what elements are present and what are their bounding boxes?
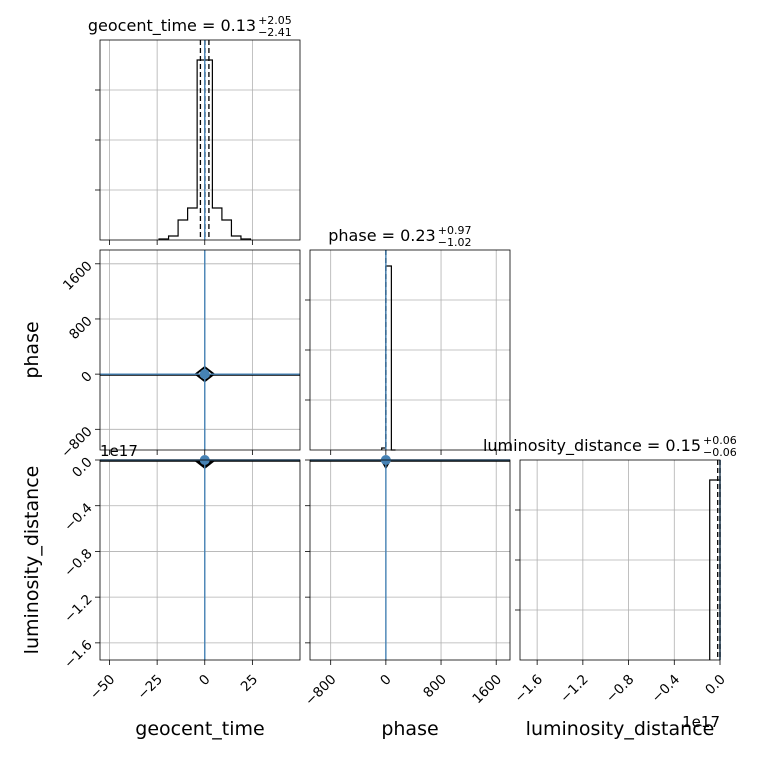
panel-phase-vs-phase — [305, 249, 511, 455]
title-sup-phase: +0.97 — [438, 224, 472, 237]
offset-text-x: 1e17 — [682, 713, 720, 731]
yaxis-label-phase: phase — [21, 321, 43, 378]
xtick-label-luminosity_distance-4: 0.0 — [702, 672, 729, 699]
xaxis-label-phase: phase — [381, 718, 438, 740]
panel-phase-vs-geocent_time — [95, 249, 301, 455]
title-main-geocent_time: geocent_time = 0.13 — [88, 16, 256, 36]
ytick-label-luminosity_distance-2: −0.8 — [61, 546, 95, 580]
xtick-label-phase-1: 0 — [377, 672, 394, 689]
xtick-label-luminosity_distance-2: −0.8 — [603, 672, 637, 706]
xtick-label-geocent_time-2: 0 — [196, 672, 213, 689]
ytick-label-phase-2: 800 — [66, 313, 96, 343]
panel-geocent_time-vs-geocent_time — [95, 39, 301, 245]
title-geocent_time: geocent_time = 0.13 +2.05−2.41 — [88, 14, 292, 39]
title-main-phase: phase = 0.23 — [328, 226, 435, 245]
ytick-label-luminosity_distance-4: 0.0 — [69, 454, 96, 481]
title-sup-luminosity_distance: +0.06 — [703, 434, 737, 447]
title-luminosity_distance: luminosity_distance = 0.15 +0.06−0.06 — [483, 434, 737, 459]
panel-luminosity_distance-vs-phase — [305, 455, 511, 665]
ytick-label-luminosity_distance-0: −1.6 — [61, 637, 95, 671]
xtick-label-geocent_time-3: 25 — [238, 672, 261, 695]
xtick-label-phase-3: 1600 — [469, 672, 505, 708]
xtick-label-luminosity_distance-0: −1.6 — [511, 672, 545, 706]
yaxis-label-luminosity_distance: luminosity_distance — [21, 466, 43, 655]
ytick-label-luminosity_distance-1: −1.2 — [61, 591, 95, 625]
histogram-phase — [381, 265, 396, 451]
xaxis-label-luminosity_distance: luminosity_distance — [526, 718, 715, 740]
panel-frame-luminosity_distance-geocent_time — [99, 459, 301, 661]
xtick-label-phase-0: −800 — [302, 672, 340, 710]
histogram-luminosity_distance — [709, 479, 721, 660]
title-phase: phase = 0.23 +0.97−1.02 — [328, 224, 471, 249]
panel-frame-phase-geocent_time — [99, 249, 301, 451]
panel-frame-geocent_time-geocent_time — [99, 39, 301, 241]
xtick-label-phase-2: 800 — [420, 672, 450, 702]
panel-frame-phase-phase — [309, 249, 511, 451]
title-sup-geocent_time: +2.05 — [258, 14, 292, 27]
ytick-label-phase-3: 1600 — [60, 258, 96, 294]
panel-luminosity_distance-vs-geocent_time — [95, 455, 301, 665]
xtick-label-luminosity_distance-1: −1.2 — [557, 672, 591, 706]
title-main-luminosity_distance: luminosity_distance = 0.15 — [483, 436, 701, 456]
xaxis-label-geocent_time: geocent_time — [135, 718, 264, 740]
truth-point-phase-geocent_time — [199, 369, 210, 380]
title-sub-phase: −1.02 — [438, 236, 472, 249]
panel-frame-luminosity_distance-phase — [309, 459, 511, 661]
xtick-label-geocent_time-0: −50 — [87, 672, 118, 703]
xtick-label-luminosity_distance-3: −0.4 — [649, 672, 683, 706]
title-sub-geocent_time: −2.41 — [258, 26, 292, 39]
panel-luminosity_distance-vs-luminosity_distance — [515, 459, 721, 665]
offset-text-y: 1e17 — [100, 442, 138, 460]
title-sub-luminosity_distance: −0.06 — [703, 446, 737, 459]
panel-frame-luminosity_distance-luminosity_distance — [519, 459, 721, 661]
xtick-label-geocent_time-1: −25 — [135, 672, 166, 703]
ytick-label-phase-0: −800 — [58, 424, 96, 462]
ytick-label-phase-1: 0 — [78, 368, 95, 385]
ytick-label-luminosity_distance-3: −0.4 — [61, 500, 95, 534]
